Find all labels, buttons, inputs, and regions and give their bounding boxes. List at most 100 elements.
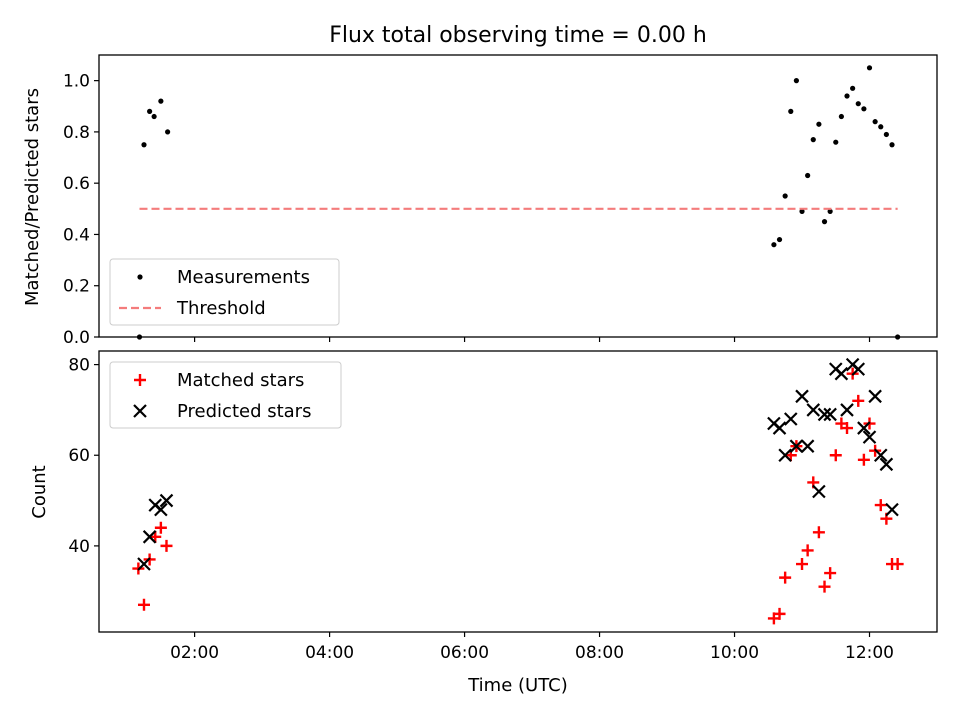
data-point xyxy=(833,139,839,145)
data-point xyxy=(821,219,828,225)
data-point xyxy=(872,119,878,125)
x-tick-label: 02:00 xyxy=(170,643,219,663)
data-point xyxy=(788,108,794,114)
data-point xyxy=(885,502,899,517)
legend-box xyxy=(109,361,342,429)
data-point xyxy=(873,448,888,463)
data-point xyxy=(812,484,826,499)
legend-swatch xyxy=(133,404,147,418)
x-tick-label: 08:00 xyxy=(575,643,624,663)
data-point xyxy=(789,439,804,453)
data-point xyxy=(857,453,870,466)
data-point xyxy=(883,131,889,138)
x-tick-label: 12:00 xyxy=(845,643,894,663)
data-point xyxy=(783,412,798,426)
data-point xyxy=(879,457,894,472)
legend-label: Threshold xyxy=(176,298,266,319)
legend-swatch xyxy=(137,274,143,280)
data-point xyxy=(793,78,799,84)
data-point xyxy=(800,439,815,453)
data-point xyxy=(827,208,833,214)
data-point xyxy=(771,242,777,248)
legend-box xyxy=(109,258,340,326)
data-point xyxy=(149,530,162,543)
data-point xyxy=(829,449,842,462)
data-point xyxy=(844,93,850,99)
data-point xyxy=(773,607,786,620)
data-point xyxy=(776,236,783,243)
data-point xyxy=(154,502,168,517)
data-point xyxy=(834,366,849,381)
data-point xyxy=(862,430,877,444)
data-point xyxy=(810,137,816,143)
data-point xyxy=(158,98,164,104)
y-tick-label: 60 xyxy=(68,446,90,466)
data-point xyxy=(160,539,173,552)
data-point xyxy=(824,567,837,580)
y-tick-label: 0.0 xyxy=(63,328,90,348)
x-axis-label: Time (UTC) xyxy=(467,675,568,696)
x-tick-label: 10:00 xyxy=(710,643,759,663)
y-tick-label: 1.0 xyxy=(63,72,90,92)
data-point xyxy=(841,422,854,435)
legend: Measurements Threshold xyxy=(109,258,340,326)
data-point xyxy=(851,362,866,376)
data-point xyxy=(868,389,882,404)
data-point xyxy=(806,403,821,417)
data-point xyxy=(805,172,811,179)
plot-frame xyxy=(98,350,938,633)
data-point xyxy=(816,121,822,127)
series-predicted-stars xyxy=(137,357,899,571)
data-point xyxy=(866,65,873,71)
data-point xyxy=(857,421,871,435)
data-point xyxy=(840,403,854,417)
data-point xyxy=(796,558,809,571)
data-point xyxy=(165,129,171,135)
data-point xyxy=(779,571,792,584)
data-point xyxy=(795,389,809,404)
data-point xyxy=(137,557,151,571)
data-point xyxy=(838,113,844,120)
legend-label: Predicted stars xyxy=(177,401,311,422)
top-plot: 0.0 0.2 0.4 0.6 0.8 1.0 Measurements Threshold xyxy=(63,54,938,348)
data-point xyxy=(141,142,147,148)
data-point xyxy=(817,407,832,422)
data-point xyxy=(812,526,825,539)
data-point xyxy=(818,580,831,593)
data-point xyxy=(799,208,805,214)
data-point xyxy=(147,108,153,114)
plot-frame xyxy=(98,54,938,338)
data-point xyxy=(878,124,884,130)
bottom-y-axis-label: Count xyxy=(29,465,50,518)
legend-label: Measurements xyxy=(177,267,310,288)
y-tick-label: 0.8 xyxy=(63,123,90,143)
series-measurements xyxy=(136,65,901,340)
data-point xyxy=(801,544,814,557)
legend-label: Matched stars xyxy=(177,370,304,391)
y-tick-label: 0.2 xyxy=(63,277,90,297)
data-point xyxy=(850,85,856,91)
chart-title: Flux total observing time = 0.00 h xyxy=(329,23,707,48)
data-point xyxy=(772,421,787,435)
data-point xyxy=(142,530,157,544)
y-tick-label: 0.6 xyxy=(63,174,90,194)
data-point xyxy=(151,113,157,120)
data-point xyxy=(874,499,887,512)
data-point xyxy=(852,394,865,407)
y-tick-label: 0.4 xyxy=(63,225,90,245)
data-point xyxy=(861,106,867,112)
data-point xyxy=(782,193,788,199)
x-tick-label: 04:00 xyxy=(305,643,354,663)
data-point xyxy=(159,493,174,508)
data-point xyxy=(137,598,150,611)
y-tick-label: 40 xyxy=(68,537,90,557)
data-point xyxy=(778,448,792,463)
legend: Matched stars Predicted stars xyxy=(109,361,342,429)
x-tick-label: 06:00 xyxy=(440,643,489,663)
data-point xyxy=(823,407,837,422)
data-point xyxy=(855,101,861,107)
y-tick-label: 80 xyxy=(68,356,90,376)
legend-swatch xyxy=(134,374,146,386)
data-point xyxy=(891,558,904,571)
